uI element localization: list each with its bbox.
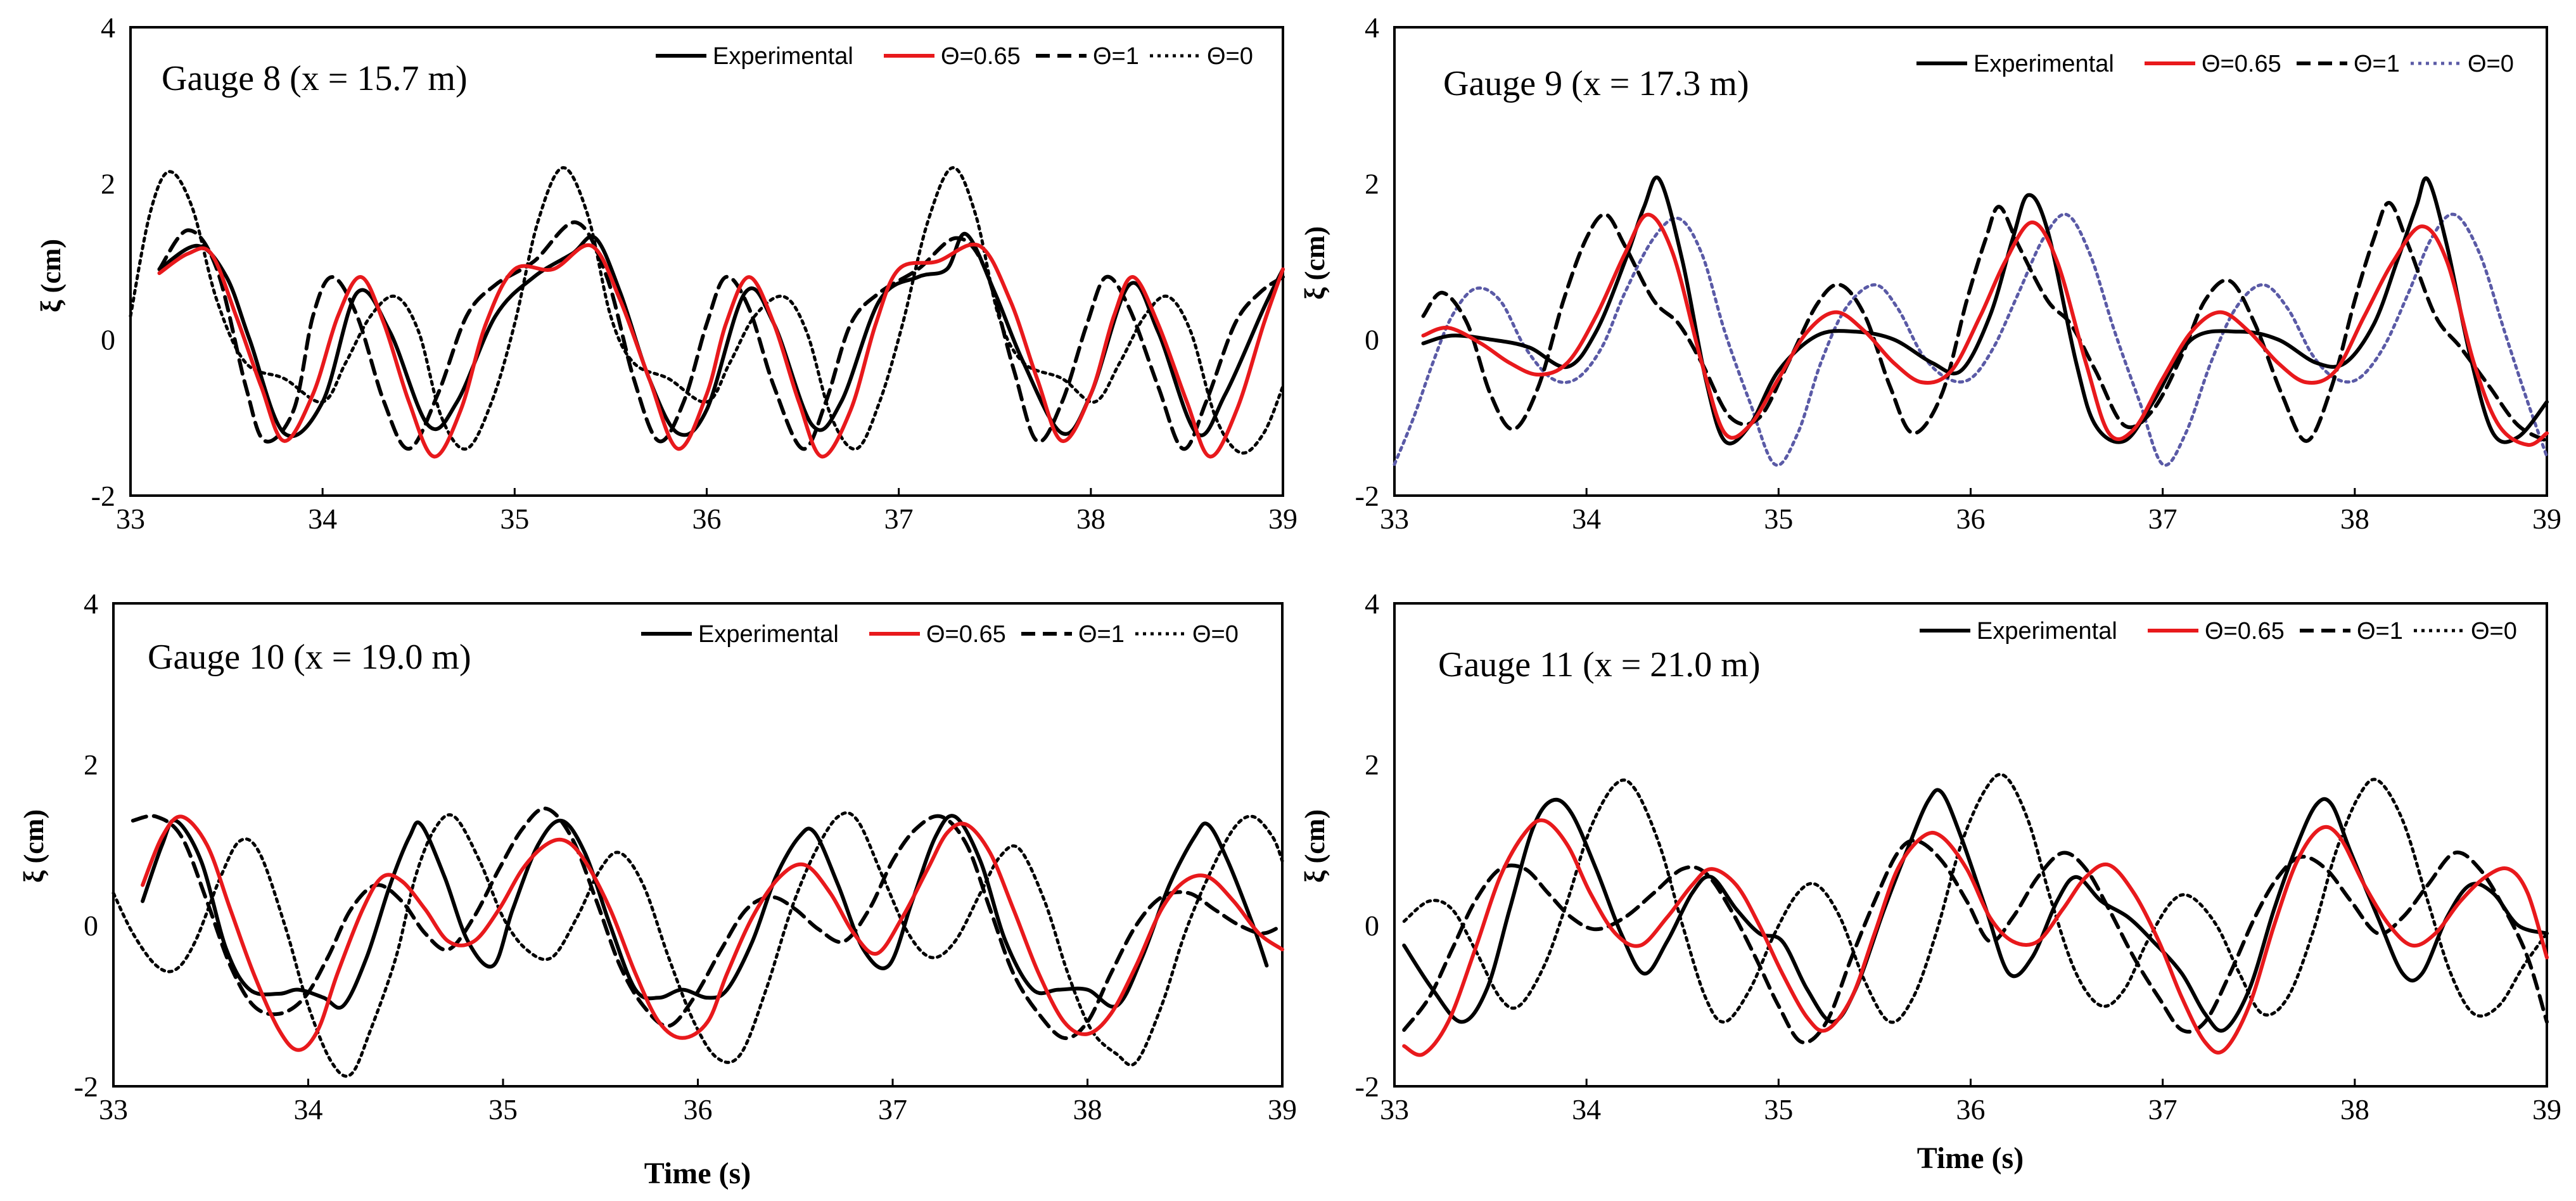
legend-label: Θ=1 — [2357, 618, 2403, 645]
series-line--1 — [157, 220, 1285, 451]
series-line--0-65 — [1421, 212, 2549, 447]
y-tick-label: -2 — [91, 480, 115, 512]
y-tick-label: 4 — [1365, 11, 1379, 44]
legend-label: Θ=1 — [1093, 43, 1139, 70]
x-tick-label: 33 — [99, 1093, 128, 1126]
x-tick-label: 35 — [488, 1093, 518, 1126]
legend-label: Θ=1 — [1078, 621, 1125, 648]
y-tick-label: 0 — [1365, 909, 1379, 942]
y-tick-label: 0 — [1365, 324, 1379, 356]
x-tick-label: 34 — [1572, 503, 1601, 535]
series-line--0 — [112, 811, 1284, 1078]
x-tick-label: 34 — [1572, 1093, 1601, 1126]
x-tick-label: 37 — [2148, 1093, 2177, 1126]
y-tick-label: 0 — [101, 324, 115, 356]
series-line--0 — [1393, 212, 2549, 467]
x-tick-label: 33 — [1380, 503, 1409, 535]
legend-label: Θ=0 — [1207, 43, 1253, 70]
series-line--0-65 — [157, 242, 1285, 459]
y-tick-label: 2 — [101, 167, 115, 200]
legend-label: Θ=0.65 — [941, 43, 1021, 70]
legend-label: Experimental — [713, 43, 853, 70]
y-tick-label: 4 — [1365, 588, 1379, 620]
x-tick-label: 33 — [116, 503, 145, 535]
x-tick-label: 34 — [294, 1093, 323, 1126]
y-tick-label: 0 — [84, 909, 98, 942]
panel-title: Gauge 10 (x = 19.0 m) — [148, 638, 471, 677]
x-tick-label: 35 — [1764, 503, 1793, 535]
legend-label: Θ=0 — [2471, 618, 2517, 645]
y-tick-label: 4 — [84, 588, 98, 620]
legend-label: Θ=0.65 — [2202, 51, 2281, 77]
panel-gauge-8: Gauge 8 (x = 15.7 m) 33 34 35 36 37 38 39 -2 0 2 4… — [35, 11, 1298, 535]
y-tick-label: 2 — [1365, 748, 1379, 781]
series-line--0 — [1402, 773, 2549, 1024]
series-line--0-65 — [141, 814, 1284, 1052]
x-tick-label: 38 — [1076, 503, 1106, 535]
series-line--1 — [131, 806, 1284, 1041]
x-tick-label: 39 — [1268, 1093, 1297, 1126]
y-tick-label: 2 — [1365, 167, 1379, 200]
legend-label: Θ=0.65 — [926, 621, 1006, 648]
x-tick-label: 36 — [1956, 1093, 1986, 1126]
panel-title: Gauge 8 (x = 15.7 m) — [162, 59, 468, 98]
series-line--1 — [1402, 838, 2549, 1044]
y-tick-label: -2 — [1355, 480, 1379, 512]
legend-label: Experimental — [1973, 51, 2114, 77]
legend-label: Θ=1 — [2354, 51, 2400, 77]
legend-label: Experimental — [1977, 618, 2117, 645]
y-tick-label: -2 — [1355, 1070, 1379, 1103]
series-line-experimental — [1402, 788, 2549, 1033]
x-tick-label: 37 — [878, 1093, 907, 1126]
x-tick-label: 38 — [1073, 1093, 1102, 1126]
x-tick-label: 39 — [2532, 503, 2561, 535]
x-tick-label: 36 — [684, 1093, 713, 1126]
x-axis-label: Time (s) — [644, 1157, 751, 1190]
x-tick-label: 39 — [2532, 1093, 2561, 1126]
x-tick-label: 35 — [1764, 1093, 1793, 1126]
legend-label: Experimental — [698, 621, 839, 648]
x-axis-label: Time (s) — [1917, 1141, 2024, 1175]
y-axis-label: ξ (cm) — [35, 239, 67, 312]
series-line-experimental — [1421, 176, 2549, 446]
x-tick-label: 38 — [2340, 503, 2369, 535]
x-tick-label: 36 — [692, 503, 722, 535]
panel-gauge-11: Gauge 11 (x = 21.0 m) 33 34 35 36 37 38 39 -2 0 2… — [1299, 588, 2561, 1175]
legend-label: Θ=0 — [1192, 621, 1239, 648]
series-line--1 — [1421, 201, 2549, 443]
legend-label: Θ=0.65 — [2205, 618, 2285, 645]
series-line--0-65 — [1402, 818, 2549, 1057]
panel-gauge-9: Gauge 9 (x = 17.3 m) 33 34 35 36 37 38 39 -2 0 2 4… — [1299, 11, 2561, 535]
x-tick-label: 34 — [308, 503, 337, 535]
y-axis-label: ξ (cm) — [18, 809, 49, 883]
y-axis-label: ξ (cm) — [1299, 226, 1330, 300]
y-tick-label: 4 — [101, 11, 115, 44]
x-tick-label: 36 — [1956, 503, 1986, 535]
y-tick-label: 2 — [84, 748, 98, 781]
y-axis-label: ξ (cm) — [1299, 809, 1330, 883]
x-tick-label: 37 — [2148, 503, 2177, 535]
panel-title: Gauge 9 (x = 17.3 m) — [1443, 64, 1749, 103]
y-tick-label: -2 — [74, 1070, 98, 1103]
panel-gauge-10: Gauge 10 (x = 19.0 m) 33 34 35 36 37 38 39 -2 0 2… — [18, 588, 1297, 1190]
series-line-experimental — [141, 814, 1269, 1010]
legend-label: Θ=0 — [2468, 51, 2514, 77]
x-tick-label: 35 — [500, 503, 529, 535]
x-tick-label: 37 — [884, 503, 914, 535]
x-tick-label: 33 — [1380, 1093, 1409, 1126]
x-tick-label: 38 — [2340, 1093, 2369, 1126]
panel-title: Gauge 11 (x = 21.0 m) — [1438, 645, 1761, 684]
x-tick-label: 39 — [1268, 503, 1298, 535]
